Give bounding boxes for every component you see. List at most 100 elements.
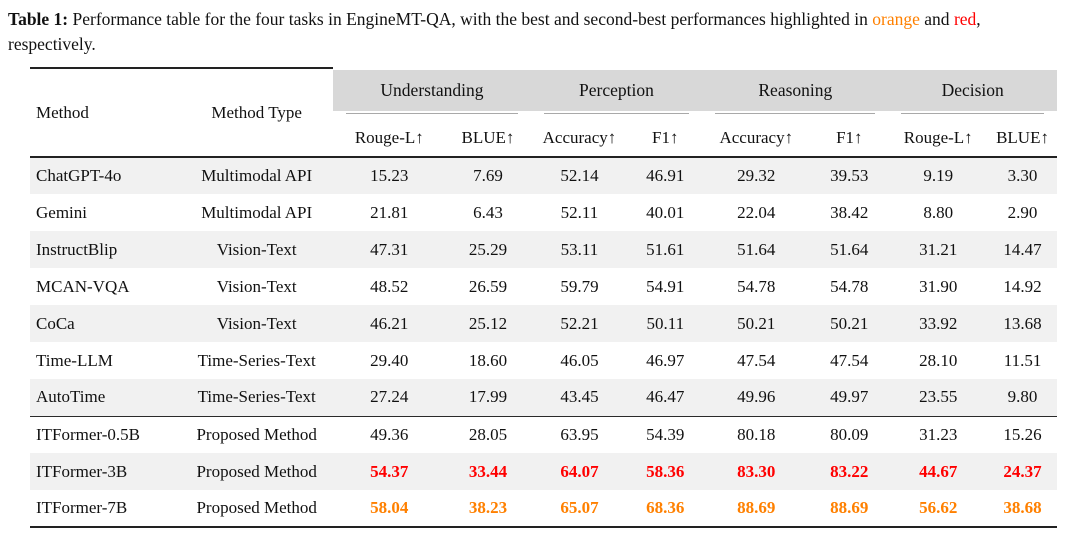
method-type: Vision-Text — [216, 239, 297, 259]
metric-value: 25.12 — [468, 313, 508, 333]
metric-value: 49.96 — [737, 387, 776, 407]
caption-text-after: , respectively. — [8, 9, 981, 54]
method-type: Vision-Text — [216, 313, 297, 333]
metric-header-perception-f1: F1↑ — [628, 120, 703, 158]
table-header: Method Method Type Understanding Percept… — [30, 66, 1057, 158]
metric-value: 27.24 — [370, 387, 409, 407]
cmidrule-reasoning — [702, 111, 888, 120]
caption-orange-word: orange — [872, 9, 920, 29]
table-row: ITFormer-7B Proposed Method 58.04 38.23 65.0… — [30, 490, 1057, 527]
metric-value: 50.11 — [646, 313, 685, 333]
method-type-column-header: Method Type — [180, 68, 334, 158]
metric-value: 9.19 — [923, 166, 954, 185]
metric-header-understanding-blue: BLUE↑ — [445, 120, 531, 158]
method-name: ITFormer-3B — [36, 461, 128, 481]
metric-value: 6.43 — [473, 202, 503, 222]
metric-value: 54.39 — [628, 415, 703, 453]
metric-value: 46.05 — [560, 350, 599, 370]
metric-value: 40.01 — [646, 202, 685, 222]
metric-value: 56.62 — [919, 498, 958, 517]
method-name: AutoTime — [36, 387, 106, 407]
group-header-understanding: Understanding — [333, 66, 531, 111]
metric-value: 46.97 — [646, 350, 685, 370]
cmidrule-perception — [531, 111, 703, 120]
caption-text-before: Performance table for the four tasks in … — [68, 9, 873, 29]
metric-value: 33.44 — [468, 461, 508, 481]
metric-value: 47.31 — [370, 239, 409, 259]
method-type: Time-Series-Text — [197, 387, 316, 407]
metric-value: 14.47 — [1003, 239, 1042, 259]
metric-value: 15.23 — [370, 166, 409, 185]
method-type: Multimodal API — [201, 166, 313, 185]
table-row: ITFormer-0.5B Proposed Method 49.36 28.05 63… — [30, 415, 1057, 453]
metric-value: 54.78 — [737, 276, 776, 296]
metric-value: 46.91 — [646, 166, 685, 185]
metric-header-decision-rouge: Rouge-L↑ — [888, 120, 989, 158]
performance-table: Method Method Type Understanding Percept… — [30, 66, 1057, 528]
cmidrule-understanding — [333, 111, 530, 120]
metric-value: 52.11 — [560, 202, 599, 222]
method-name: ITFormer-7B — [36, 498, 128, 517]
metric-value: 49.97 — [830, 387, 869, 407]
metric-header-perception-accuracy: Accuracy↑ — [530, 120, 629, 158]
group-header-row: Method Method Type Understanding Percept… — [30, 66, 1057, 158]
method-name: Gemini — [36, 202, 87, 222]
metric-value: 48.52 — [370, 276, 409, 296]
metric-value: 50.21 — [830, 313, 869, 333]
table-row: ChatGPT-4o Multimodal API 15.23 7.69 52.14 46… — [30, 157, 1057, 194]
metric-value: 51.64 — [737, 239, 776, 259]
metric-value: 18.60 — [468, 350, 508, 370]
method-type: Proposed Method — [180, 415, 334, 453]
method-column-header: Method — [30, 68, 181, 158]
caption-red-word: red — [953, 9, 977, 29]
method-name: InstructBlip — [36, 239, 118, 259]
group-header-decision: Decision — [888, 66, 1057, 111]
method-type: Vision-Text — [216, 276, 297, 296]
metric-value: 63.95 — [530, 415, 629, 453]
metric-value: 83.22 — [830, 461, 869, 481]
metric-value: 31.21 — [919, 239, 958, 259]
caption-label: Table 1: — [8, 9, 69, 29]
method-name: Time-LLM — [36, 350, 113, 370]
metric-header-reasoning-f1: F1↑ — [810, 120, 889, 158]
method-name: ITFormer-0.5B — [30, 415, 181, 453]
metric-value: 26.59 — [468, 276, 508, 296]
metric-value: 58.04 — [370, 498, 409, 517]
metric-value: 38.23 — [468, 498, 508, 517]
metric-value: 3.30 — [1007, 166, 1038, 185]
metric-value: 53.11 — [560, 239, 599, 259]
metric-value: 11.51 — [1003, 350, 1042, 370]
method-type: Proposed Method — [196, 498, 317, 517]
metric-value: 46.47 — [646, 387, 685, 407]
metric-value: 49.36 — [333, 415, 446, 453]
metric-value: 2.90 — [1007, 202, 1038, 222]
metric-value: 17.99 — [468, 387, 508, 407]
metric-value: 33.92 — [919, 313, 958, 333]
table-row: CoCa Vision-Text 46.21 25.12 52.21 50.11 50.21… — [30, 305, 1057, 342]
metric-value: 52.21 — [560, 313, 599, 333]
table-row: Time-LLM Time-Series-Text 29.40 18.60 46.05 4… — [30, 342, 1057, 379]
metric-value: 24.37 — [1003, 461, 1042, 481]
metric-value: 64.07 — [560, 461, 599, 481]
metric-value: 25.29 — [468, 239, 508, 259]
cmidrule-decision — [888, 111, 1057, 120]
metric-value: 88.69 — [830, 498, 869, 517]
metric-value: 9.80 — [1007, 387, 1038, 407]
method-name: ChatGPT-4o — [36, 166, 122, 185]
metric-value: 38.68 — [1003, 498, 1042, 517]
table-row: MCAN-VQA Vision-Text 48.52 26.59 59.79 54.91 5… — [30, 268, 1057, 305]
metric-value: 68.36 — [646, 498, 685, 517]
metric-value: 58.36 — [646, 461, 685, 481]
metric-header-understanding-rouge: Rouge-L↑ — [333, 120, 446, 158]
metric-value: 28.05 — [445, 415, 531, 453]
metric-value: 29.32 — [737, 166, 776, 185]
group-header-perception: Perception — [530, 66, 703, 111]
metric-value: 54.91 — [646, 276, 685, 296]
metric-value: 31.23 — [888, 415, 989, 453]
metric-value: 59.79 — [560, 276, 599, 296]
metric-value: 83.30 — [737, 461, 776, 481]
metric-value: 15.26 — [988, 415, 1057, 453]
metric-value: 80.09 — [810, 415, 889, 453]
method-type: Proposed Method — [196, 461, 317, 481]
method-name: CoCa — [36, 313, 75, 333]
